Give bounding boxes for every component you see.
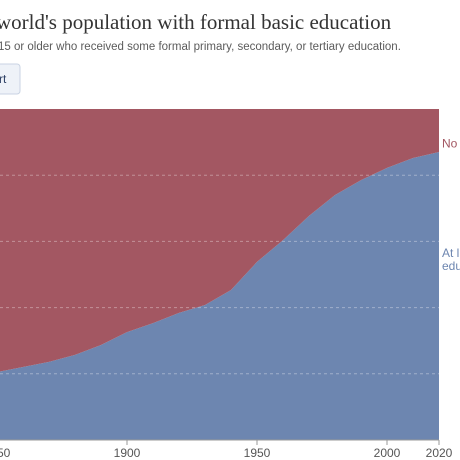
- tab-button[interactable]: [0, 63, 21, 95]
- x-tick-label: 2020: [426, 446, 453, 460]
- legend-label: At l: [442, 246, 459, 260]
- chart-title: world's population with formal basic edu…: [0, 10, 392, 34]
- x-tick-label: 1850: [0, 446, 11, 460]
- x-tick-label: 1900: [114, 446, 141, 460]
- x-tick-label: 2000: [374, 446, 401, 460]
- legend-label: edu: [442, 259, 460, 273]
- area: [0, 152, 439, 440]
- legend-label: No: [442, 137, 458, 151]
- chart-subtitle: 15 or older who received some formal pri…: [0, 41, 401, 53]
- area: [0, 109, 439, 372]
- x-tick-label: 1950: [244, 446, 271, 460]
- tab-button-label[interactable]: rt: [0, 72, 7, 86]
